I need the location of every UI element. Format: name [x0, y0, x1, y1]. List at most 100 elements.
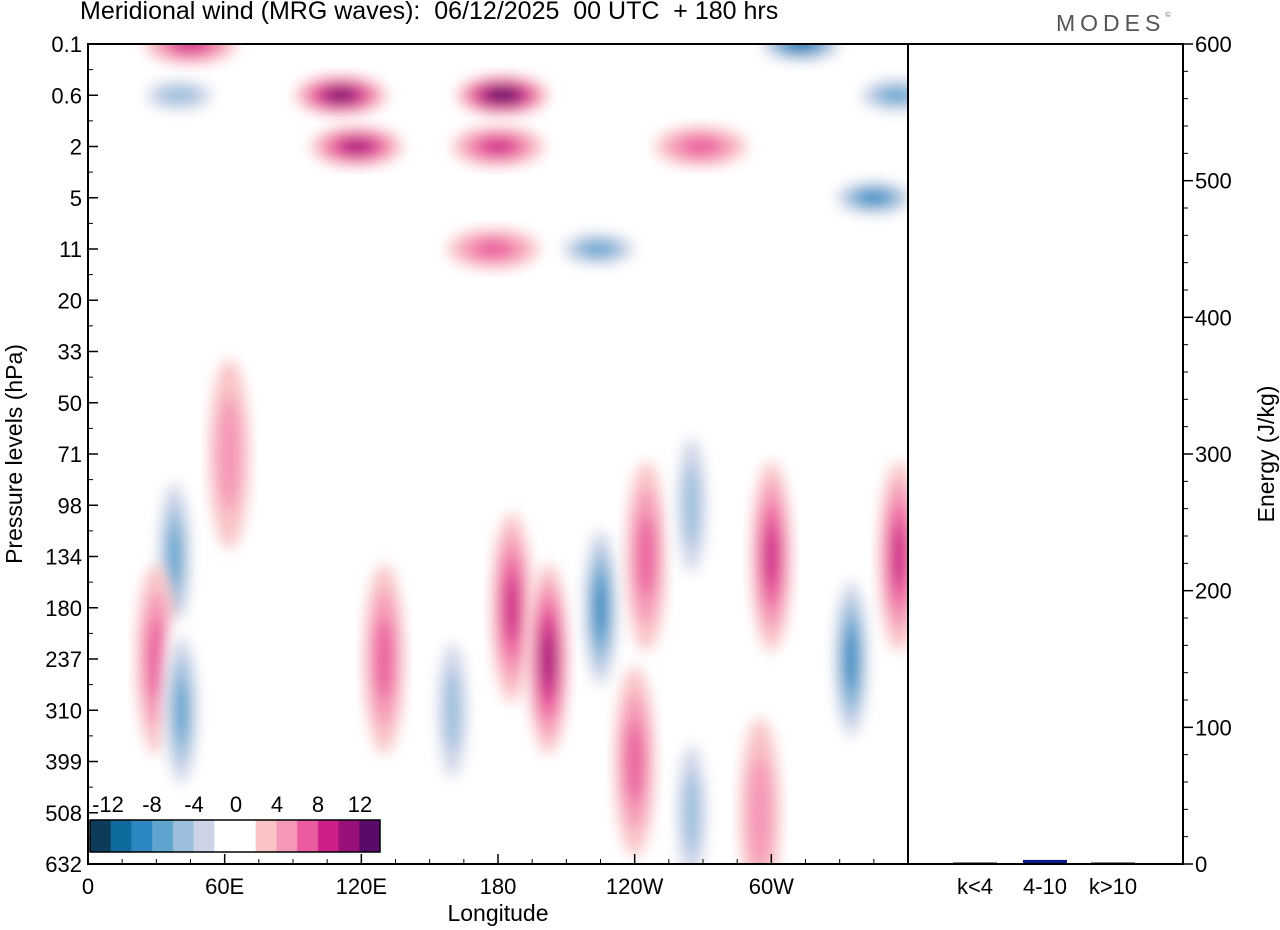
heatmap-contour: [473, 240, 514, 258]
heatmap-feature-0: [133, 75, 226, 116]
heatmap-feature-3: [310, 126, 403, 167]
heatmap-contour: [681, 137, 721, 156]
colorbar-swatch: [152, 820, 174, 852]
energy-category-label: k>10: [1089, 874, 1137, 899]
heatmap-contour: [482, 139, 514, 154]
heatmap-feature-5: [452, 126, 544, 167]
x-axis-title: Longitude: [447, 900, 548, 926]
heatmap-feature-23: [751, 461, 792, 652]
colorbar-label: 8: [312, 792, 324, 817]
colorbar-swatch: [235, 820, 257, 852]
heatmap-contour: [626, 720, 644, 803]
heatmap-feature-28: [739, 717, 780, 864]
heatmap-contour: [892, 524, 906, 589]
heatmap-contour: [595, 581, 606, 634]
heatmap-feature-22: [671, 410, 712, 601]
colorbar: -12 -8 -4 0 4 8 12: [89, 792, 381, 853]
heatmap-contour: [375, 618, 393, 700]
heatmap-feature-21: [626, 461, 667, 652]
energy-tick-label: 100: [1195, 715, 1232, 740]
colorbar-swatch: [172, 820, 195, 852]
heatmap-feature-8: [654, 126, 747, 167]
heatmap-contour: [881, 88, 908, 102]
energy-tick-label: 200: [1195, 579, 1232, 604]
colorbar-swatch: [214, 820, 236, 852]
y-tick-label: 98: [58, 493, 82, 518]
heatmap-feature-24: [831, 564, 872, 754]
heatmap-feature-14: [161, 615, 202, 806]
heatmap-contour: [174, 678, 189, 742]
x-tick-label: 60E: [205, 874, 244, 899]
energy-axis-title: Energy (J/kg): [1253, 386, 1279, 523]
y-tick-label: 71: [58, 442, 82, 467]
heatmap-contour: [344, 141, 370, 152]
chart-title: Meridional wind (MRG waves): 06/12/2025 …: [80, 0, 779, 25]
y-tick-label: 5: [70, 186, 82, 211]
colorbar-label: -4: [184, 792, 204, 817]
heatmap-feature-20: [580, 512, 621, 703]
heatmap-contour: [861, 192, 887, 204]
energy-category-label: 4-10: [1023, 874, 1067, 899]
colorbar-swatch: [338, 820, 360, 852]
x-tick-label: 120E: [336, 874, 387, 899]
heatmap-feature-2: [294, 75, 387, 116]
energy-tick-label: 0: [1195, 852, 1207, 877]
heatmap-feature-10: [827, 177, 908, 218]
heatmap-contour: [175, 44, 206, 51]
heatmap-feature-27: [671, 717, 712, 864]
heatmap-contour: [683, 772, 701, 854]
heatmap-contour: [505, 576, 519, 640]
colorbar-swatch: [90, 820, 112, 852]
y-tick-label: 50: [58, 391, 82, 416]
y-tick-label: 0.6: [51, 83, 82, 108]
heatmap-contour: [443, 669, 462, 751]
colorbar-label: -12: [92, 792, 124, 817]
heatmap-contour: [790, 44, 812, 49]
heatmap-feature-9: [754, 44, 847, 64]
y-tick-label: 2: [70, 135, 82, 160]
heatmap-contour: [764, 524, 778, 589]
y-tick-label: 0.1: [51, 32, 82, 57]
heatmap-feature-17: [432, 615, 473, 806]
colorbar-label: 4: [271, 792, 283, 817]
axes: 0.1 0.6 2 5 11 20 33 50 71 98 134 180 237 310 399 508 63…: [1, 32, 1279, 926]
heatmap-contour: [159, 86, 199, 104]
colorbar-swatch: [110, 820, 132, 852]
y-tick-label: 33: [58, 340, 82, 365]
energy-tick-label: 400: [1195, 305, 1232, 330]
colorbar-label: 0: [230, 792, 242, 817]
heatmap-feature-7: [552, 229, 645, 269]
brand-name: MODES: [1056, 10, 1166, 36]
heatmap-feature-26: [614, 666, 655, 857]
brand-logo: MODES©: [1056, 10, 1171, 37]
y-tick-label: 11: [59, 237, 82, 262]
x-tick-label: 0: [82, 874, 94, 899]
heatmap-contour: [845, 633, 857, 685]
y-tick-label: 399: [45, 750, 82, 775]
energy-frame: [907, 43, 1184, 865]
heatmap-contour: [330, 90, 352, 100]
heatmap-contour: [637, 515, 655, 598]
heatmap-feature-19: [528, 564, 569, 754]
brand-mark: ©: [1165, 12, 1171, 19]
heatmap-contour: [147, 618, 165, 700]
heatmap-contour: [217, 397, 242, 511]
heatmap-contour: [747, 755, 772, 864]
y-tick-label: 310: [45, 698, 82, 723]
energy-category-label: k<4: [957, 874, 993, 899]
heatmap-contour: [582, 242, 614, 256]
y-tick-label: 632: [45, 852, 82, 877]
y-tick-label: 134: [45, 545, 82, 570]
heatmap-field: [88, 44, 908, 864]
y-tick-label: 180: [45, 596, 82, 621]
colorbar-label: -8: [142, 792, 162, 817]
x-tick-label: 180: [480, 874, 517, 899]
colorbar-frame: [89, 819, 381, 853]
colorbar-swatch: [255, 820, 277, 852]
energy-tick-label: 300: [1195, 442, 1232, 467]
heatmap-contour: [167, 524, 182, 589]
colorbar-swatch: [317, 820, 340, 852]
colorbar-swatch: [131, 820, 153, 852]
y-axis-title: Pressure levels (hPa): [1, 344, 27, 564]
